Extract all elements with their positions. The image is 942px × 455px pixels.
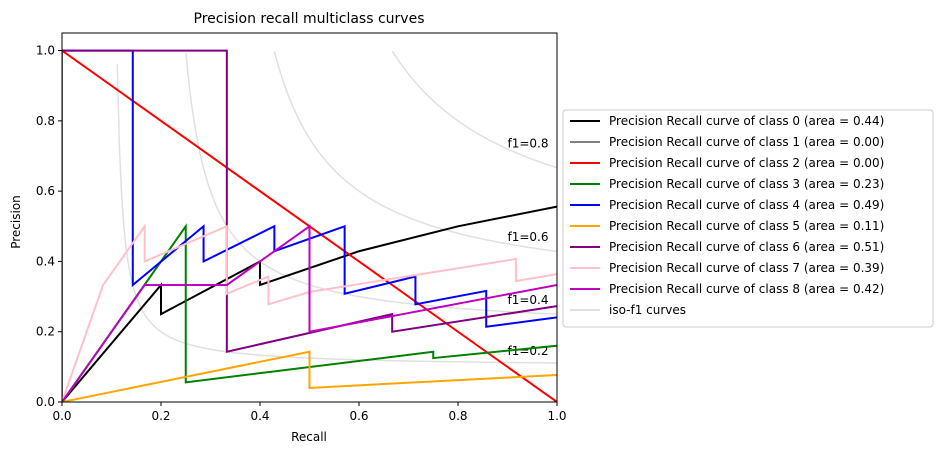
x-tick-label: 0.8: [448, 409, 467, 423]
y-tick-label: 1.0: [36, 44, 55, 58]
series-line: [62, 350, 557, 402]
legend-label: Precision Recall curve of class 1 (area …: [609, 135, 884, 149]
iso-f1-curve: [391, 50, 557, 169]
series-line: [62, 205, 557, 402]
series-line: [62, 224, 557, 402]
iso-f1-curve: [273, 51, 557, 253]
iso-f1-label: f1=0.6: [508, 230, 549, 244]
legend-label: Precision Recall curve of class 7 (area …: [609, 261, 884, 275]
iso-f1-curve: [116, 64, 557, 364]
legend-label: Precision Recall curve of class 8 (area …: [609, 282, 884, 296]
series-line: [62, 49, 557, 354]
y-tick-label: 0.4: [36, 254, 55, 268]
legend-label: Precision Recall curve of class 5 (area …: [609, 219, 884, 233]
legend-label: Precision Recall curve of class 0 (area …: [609, 114, 884, 128]
y-axis-label: Precision: [9, 195, 23, 249]
iso-f1-curve: [185, 53, 557, 315]
iso-f1-label: f1=0.4: [508, 293, 549, 307]
x-tick-label: 0.6: [349, 409, 368, 423]
legend-label: iso-f1 curves: [609, 303, 686, 317]
iso-f1-label: f1=0.8: [508, 137, 549, 151]
legend-label: Precision Recall curve of class 2 (area …: [609, 156, 884, 170]
x-tick-label: 0.2: [151, 409, 170, 423]
x-tick-label: 0.0: [52, 409, 71, 423]
x-tick-label: 1.0: [547, 409, 566, 423]
y-tick-label: 0.0: [36, 395, 55, 409]
legend-label: Precision Recall curve of class 3 (area …: [609, 177, 884, 191]
chart-title: Precision recall multiclass curves: [194, 11, 425, 27]
legend-label: Precision Recall curve of class 4 (area …: [609, 198, 884, 212]
y-tick-label: 0.2: [36, 325, 55, 339]
x-axis-label: Recall: [291, 430, 327, 444]
x-tick-label: 0.4: [250, 409, 269, 423]
series-line: [62, 223, 557, 402]
y-tick-label: 0.6: [36, 184, 55, 198]
y-tick-label: 0.8: [36, 114, 55, 128]
legend-box: [562, 109, 934, 328]
legend-label: Precision Recall curve of class 6 (area …: [609, 240, 884, 254]
plot-frame: [61, 32, 558, 403]
